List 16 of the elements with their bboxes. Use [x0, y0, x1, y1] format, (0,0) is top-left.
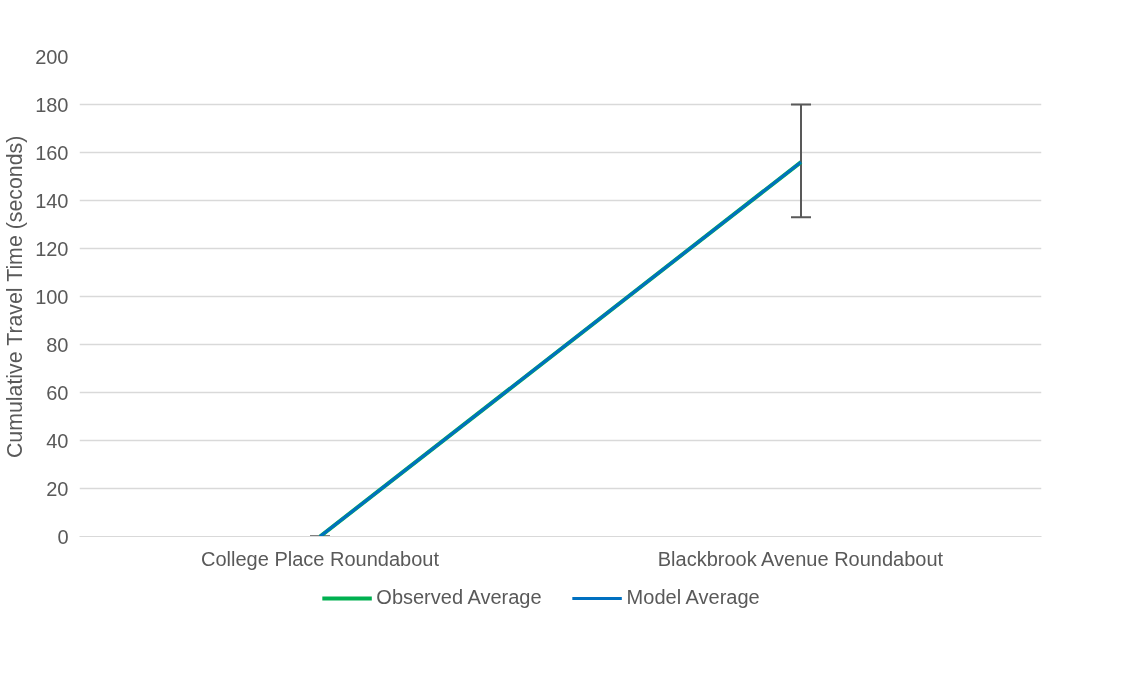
y-tick-label: 40: [46, 429, 69, 452]
y-tick-label: 100: [35, 285, 69, 308]
y-tick-label: 80: [46, 333, 69, 356]
y-tick-label: 120: [35, 237, 69, 260]
legend-label: Observed Average: [376, 586, 542, 609]
y-tick-label: 60: [46, 381, 69, 404]
legend-label: Model Average: [626, 586, 760, 609]
x-tick-label: College Place Roundabout: [201, 547, 440, 570]
y-tick-label: 20: [46, 477, 69, 500]
y-tick-label: 0: [57, 525, 69, 548]
y-axis-title: Cumulative Travel Time (seconds): [3, 135, 28, 459]
x-tick-label: Blackbrook Avenue Roundabout: [657, 547, 944, 570]
y-tick-label: 140: [35, 189, 69, 212]
y-tick-label: 180: [35, 93, 69, 116]
y-tick-label: 160: [35, 141, 69, 164]
y-tick-label: 200: [35, 45, 69, 68]
